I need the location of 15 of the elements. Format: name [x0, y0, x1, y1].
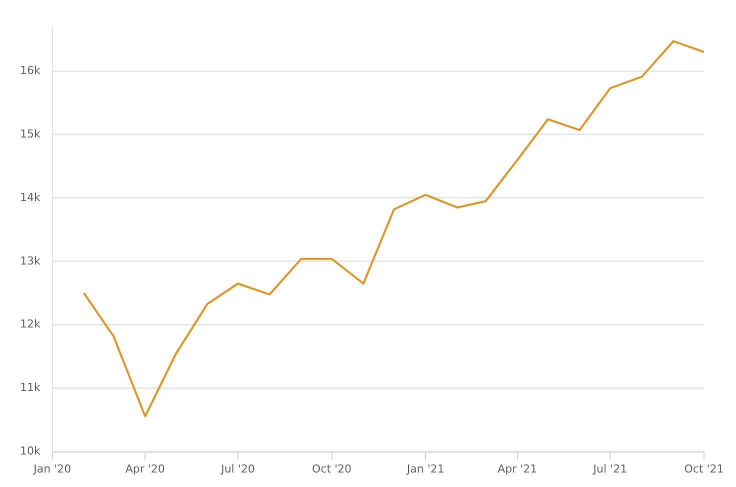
- x-tick-label: Jul '21: [592, 462, 628, 476]
- y-tick-label: 10k: [20, 444, 41, 458]
- x-tick-label: Oct '20: [312, 462, 352, 476]
- y-tick-label: 11k: [20, 381, 41, 394]
- x-tick-label: Apr '21: [498, 462, 538, 476]
- x-tick-label: Jan '20: [32, 462, 72, 476]
- y-tick-label: 16k: [20, 64, 41, 77]
- x-tick-label: Jan '21: [406, 462, 444, 476]
- x-tick-label: Apr '20: [125, 462, 165, 476]
- x-tick-label: Oct '21: [684, 462, 724, 476]
- y-tick-label: 14k: [20, 190, 41, 204]
- x-tick-label: Jul '20: [220, 462, 255, 476]
- y-tick-label: 15k: [20, 127, 41, 140]
- y-tick-label: 12k: [20, 318, 41, 331]
- y-tick-label: 13k: [20, 254, 41, 268]
